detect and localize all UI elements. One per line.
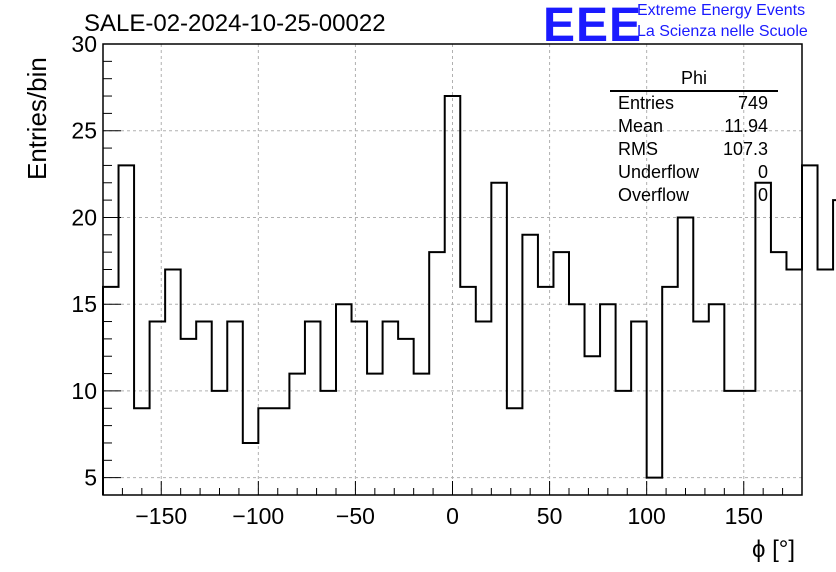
stats-row-underflow: Underflow 0	[610, 161, 778, 184]
stats-title: Phi	[610, 68, 778, 92]
stats-value: 749	[737, 93, 768, 113]
stats-label: Underflow	[618, 162, 700, 182]
stats-row-rms: RMS 107.3	[610, 138, 778, 161]
stats-box: Phi Entries 749 Mean 11.94 RMS 107.3 Und…	[610, 68, 778, 207]
y-tick-label: 10	[71, 378, 97, 404]
x-tick-label: 150	[725, 503, 763, 529]
stats-value: 0	[757, 162, 768, 182]
x-tick-label: 0	[446, 503, 459, 529]
stats-label: Overflow	[618, 185, 690, 205]
eee-logo: EEE	[543, 0, 643, 52]
stats-row-entries: Entries 749	[610, 92, 778, 115]
y-tick-label: 5	[84, 465, 97, 491]
y-tick-label: 25	[71, 118, 97, 144]
stats-value: 11.94	[724, 116, 768, 136]
x-tick-label: 50	[537, 503, 563, 529]
stats-value: 107.3	[722, 139, 768, 159]
x-tick-label: −50	[336, 503, 375, 529]
x-tick-label: −100	[232, 503, 284, 529]
logo-subtitle-1: Extreme Energy Events	[637, 2, 806, 19]
chart-title: SALE-02-2024-10-25-00022	[84, 10, 386, 37]
x-tick-label: 100	[627, 503, 665, 529]
y-tick-label: 15	[71, 291, 97, 317]
y-tick-label: 30	[71, 31, 97, 57]
stats-label: Mean	[618, 116, 664, 136]
y-axis-label: Entries/bin	[22, 57, 52, 180]
stats-label: Entries	[618, 93, 675, 113]
y-tick-label: 20	[71, 204, 97, 230]
stats-label: RMS	[618, 139, 658, 159]
histogram-line	[102, 95, 836, 495]
stats-row-mean: Mean 11.94	[610, 115, 778, 138]
logo-subtitle-2: La Scienza nelle Scuole	[637, 23, 808, 40]
x-tick-label: −150	[135, 503, 187, 529]
stats-row-overflow: Overflow 0	[610, 184, 778, 207]
x-axis-label: ϕ [°]	[752, 536, 796, 563]
stats-value: 0	[757, 185, 768, 205]
